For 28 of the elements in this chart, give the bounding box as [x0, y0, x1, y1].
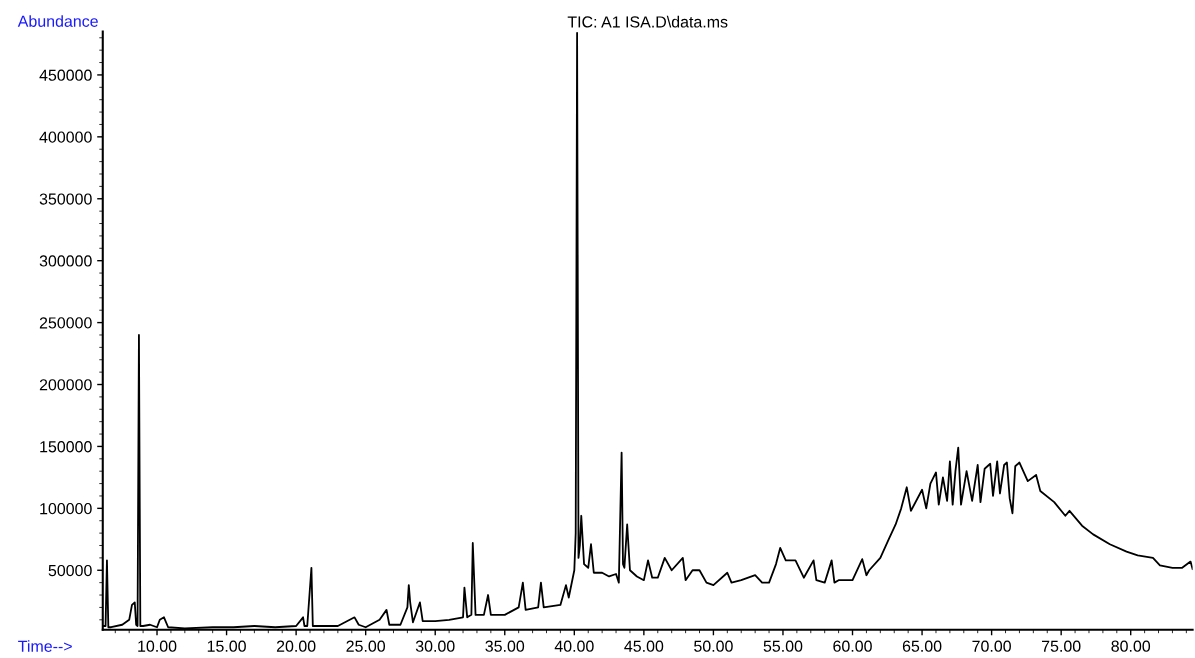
y-axis-title: Abundance [17, 15, 98, 27]
y-tick-label: 400000 [39, 131, 92, 143]
line-series [102, 31, 1193, 630]
x-tick-label: 80.00 [1111, 640, 1151, 652]
x-tick-label: 70.00 [972, 640, 1011, 652]
x-tick-label: 35.00 [485, 640, 525, 652]
y-tick-label: 150000 [40, 441, 92, 453]
x-tick-label: 50.00 [694, 640, 733, 652]
y-tick-label: 350000 [39, 193, 92, 205]
x-tick-label: 40.00 [554, 640, 594, 652]
x-tick-label: 25.00 [346, 640, 386, 652]
x-tick-label: 20.00 [276, 640, 316, 652]
x-tick-label: 55.00 [763, 640, 803, 652]
x-tick-label: 15.00 [207, 640, 246, 652]
y-tick-label: 100000 [40, 502, 92, 515]
x-tick-label: 30.00 [415, 640, 455, 652]
x-axis-title: Time--> [18, 640, 72, 652]
y-tick-label: 200000 [39, 379, 92, 391]
y-tick-label: 300000 [39, 255, 92, 267]
x-tick-label: 75.00 [1042, 640, 1081, 652]
y-tick-label: 50000 [48, 564, 92, 577]
x-tick-label: 45.00 [624, 640, 664, 652]
x-tick-label: 60.00 [833, 640, 872, 652]
chart-title: TIC: A1 ISA.D\data.ms [567, 15, 728, 28]
y-tick-label: 450000 [39, 69, 92, 81]
x-tick-label: 10.00 [138, 640, 177, 652]
y-tick-label: 250000 [39, 317, 92, 329]
x-tick-label: 65.00 [902, 640, 942, 652]
